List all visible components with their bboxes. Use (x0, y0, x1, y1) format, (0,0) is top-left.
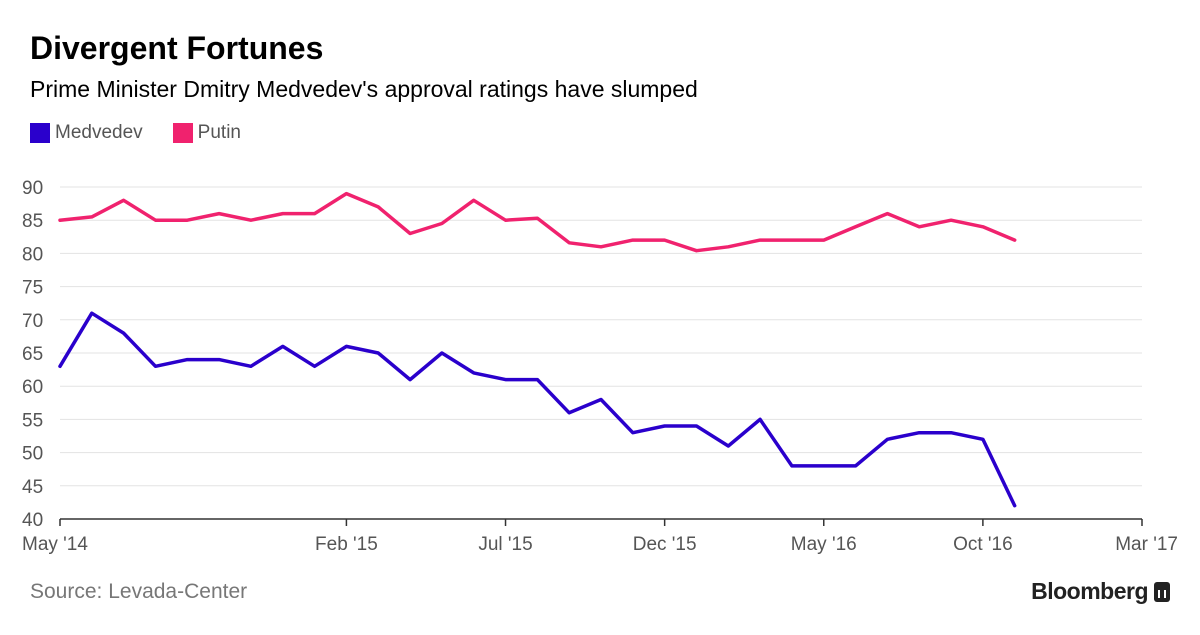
bloomberg-chart-icon (1154, 581, 1170, 602)
x-tick-label-2016-05: May '16 (791, 534, 857, 555)
series-line-putin (58, 191, 1017, 253)
y-tick-label-50: 50 (22, 444, 43, 465)
grid-lines (60, 186, 1142, 487)
series-line-medvedev (58, 311, 1017, 508)
legend-swatch-medvedev (30, 123, 50, 143)
y-tick-label-75: 75 (22, 278, 43, 299)
legend-label-putin: Putin (197, 122, 241, 143)
chart-title: Divergent Fortunes (30, 30, 324, 66)
brand-name: Bloomberg (1031, 578, 1148, 604)
legend-item-medvedev: Medvedev (30, 122, 143, 144)
y-tick-label-45: 45 (22, 477, 43, 498)
y-tick-label-85: 85 (22, 211, 43, 232)
legend: Medvedev Putin (30, 122, 241, 144)
brand-logo: Bloomberg (1031, 578, 1170, 605)
x-tick-label-2014-05: May '14 (22, 534, 88, 555)
y-tick-label-65: 65 (22, 344, 43, 365)
chart-subtitle: Prime Minister Dmitry Medvedev's approva… (30, 76, 698, 102)
y-tick-label-55: 55 (22, 410, 43, 431)
x-axis: May '14 Feb '15 Jul '15 Dec '15 May '16 Oct '… (22, 518, 1178, 555)
x-tick-label-2017-03: Mar '17 (1115, 534, 1178, 555)
y-axis-ticks: 40 45 50 55 60 65 70 75 80 85 90 (22, 178, 43, 531)
series-lines (58, 191, 1017, 508)
legend-label-medvedev: Medvedev (55, 122, 143, 143)
y-tick-label-60: 60 (22, 377, 43, 398)
y-tick-label-40: 40 (22, 510, 43, 531)
x-tick-label-2015-07: Jul '15 (478, 534, 532, 555)
source-note: Source: Levada-Center (30, 580, 248, 603)
x-tick-label-2016-10: Oct '16 (953, 534, 1013, 555)
legend-item-putin: Putin (172, 122, 241, 144)
y-tick-label-80: 80 (22, 244, 43, 265)
y-tick-label-90: 90 (22, 178, 43, 199)
y-tick-label-70: 70 (22, 311, 43, 332)
legend-swatch-putin (172, 123, 193, 143)
x-tick-label-2015-12: Dec '15 (633, 534, 697, 555)
x-tick-label-2015-02: Feb '15 (315, 534, 378, 555)
